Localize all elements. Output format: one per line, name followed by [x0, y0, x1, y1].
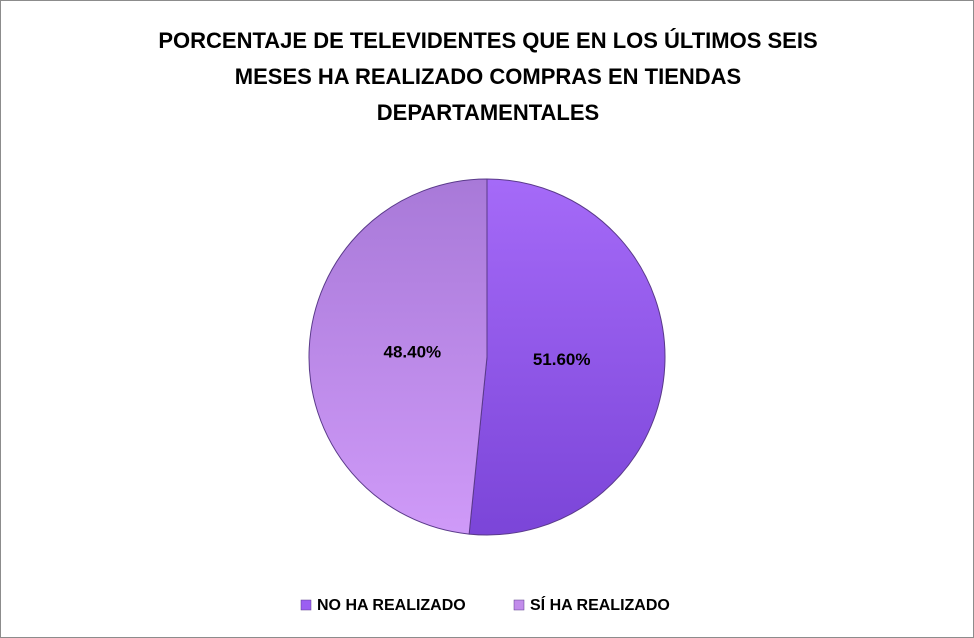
legend-label: SÍ HA REALIZADO — [530, 595, 670, 614]
legend-label: NO HA REALIZADO — [317, 597, 466, 614]
pie-slice — [468, 178, 666, 536]
data-label: 51.60% — [533, 350, 591, 369]
data-label: 48.40% — [383, 343, 441, 362]
chart-title: PORCENTAJE DE TELEVIDENTES QUE EN LOS ÚL… — [158, 28, 818, 125]
pie-slice — [308, 178, 488, 535]
legend-swatch — [300, 599, 312, 611]
legend-swatch — [513, 599, 525, 611]
